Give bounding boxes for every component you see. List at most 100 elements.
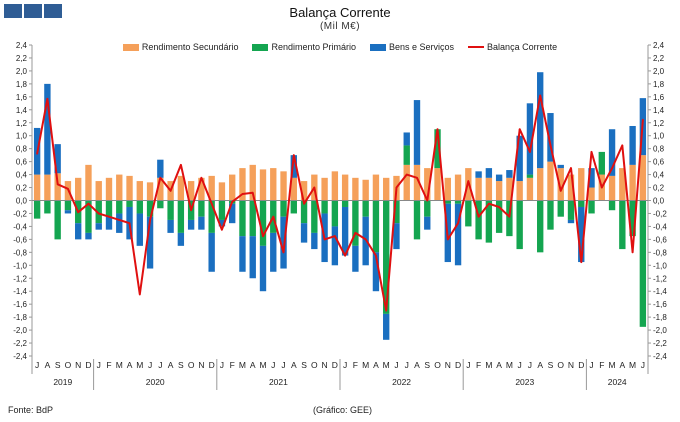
line-point [313,186,316,189]
bar-bens-e-servi-os [198,216,205,230]
x-month-label: J [394,360,398,370]
x-month-label: J [466,360,470,370]
line-point [149,219,151,221]
x-month-label: D [85,360,91,370]
bar-bens-e-servi-os [341,206,349,256]
bar-rendimento-secund-rio [413,164,421,201]
x-month-label: A [537,360,543,370]
bar-rendimento-prim-rio [352,200,359,246]
line-point [282,251,285,254]
x-month-label: S [548,360,554,370]
y-tick-label-left: 0,2 [16,184,28,193]
line-point [159,177,162,179]
bar-rendimento-secund-rio [44,174,51,201]
bar-rendimento-secund-rio [352,177,359,201]
bar-rendimento-secund-rio [208,175,215,201]
x-month-label: O [311,360,318,370]
bar-rendimento-secund-rio [249,164,256,201]
x-month-label: N [75,360,81,370]
bar-rendimento-prim-rio [537,200,544,253]
bar-bens-e-servi-os [495,174,503,182]
bar-bens-e-servi-os [239,236,246,272]
line-point [200,177,203,179]
bar-rendimento-prim-rio [146,200,154,217]
line-point [447,238,449,241]
bar-rendimento-prim-rio [198,200,205,217]
bar-rendimento-secund-rio [372,174,380,201]
bar-rendimento-secund-rio [619,168,626,201]
y-tick-label-left: 2,2 [16,54,28,63]
bar-rendimento-secund-rio [290,177,297,201]
bar-bens-e-servi-os [229,203,236,224]
bar-rendimento-prim-rio [239,200,246,237]
x-year-label: 2019 [53,377,72,387]
legend-swatch-secondary [122,43,139,51]
legend-item: Bens e Serviços [370,42,454,52]
line-point [631,251,634,254]
x-month-label: M [506,360,513,370]
bar-bens-e-servi-os [300,223,308,243]
bar-bens-e-servi-os [588,168,595,188]
y-tick-label-right: 2,0 [653,67,665,76]
bar-rendimento-secund-rio [105,177,113,201]
bar-rendimento-prim-rio [567,200,575,220]
bar-rendimento-prim-rio [403,145,410,165]
bar-rendimento-prim-rio [85,200,92,233]
y-tick-label-left: 0,4 [16,171,28,180]
bar-bens-e-servi-os [547,113,554,162]
bar-rendimento-secund-rio [341,174,349,201]
line-point [580,261,583,263]
bar-bens-e-servi-os [136,213,143,246]
bar-rendimento-prim-rio [33,200,41,219]
x-month-label: A [373,360,379,370]
line-point [210,202,213,205]
x-month-label: M [116,360,123,370]
y-tick-label-right: -1,4 [653,287,667,296]
x-month-label: M [629,360,636,370]
line-point [467,180,470,182]
x-month-label: J [405,360,409,370]
bar-bens-e-servi-os [259,245,267,292]
bar-rendimento-secund-rio [33,174,41,201]
bar-rendimento-prim-rio [362,200,369,217]
bar-bens-e-servi-os [177,232,185,246]
x-month-label: J [281,360,285,370]
bar-bens-e-servi-os [157,159,164,178]
y-tick-label-left: 1,0 [16,132,28,141]
bar-bens-e-servi-os [557,164,564,169]
bar-bens-e-servi-os [249,236,256,279]
y-tick-label-right: -2,4 [653,352,667,361]
bar-rendimento-secund-rio [567,174,575,201]
x-month-label: O [65,360,72,370]
bar-rendimento-secund-rio [95,181,102,201]
x-year-label: 2024 [608,377,627,387]
line-point [334,235,336,237]
legend-swatch-goods [370,43,387,51]
bar-rendimento-secund-rio [177,175,185,201]
bar-bens-e-servi-os [116,213,123,233]
bar-bens-e-servi-os [383,313,390,340]
bar-rendimento-secund-rio [403,164,410,201]
x-month-label: D [455,360,461,370]
bar-rendimento-secund-rio [300,181,308,201]
bar-bens-e-servi-os [413,100,421,165]
bar-rendimento-prim-rio [629,200,636,237]
y-tick-label-left: -2,4 [13,352,27,361]
y-tick-label-left: 1,6 [16,93,28,102]
chart-title: Balança Corrente [289,5,391,20]
bar-rendimento-secund-rio [506,177,513,201]
line-point [67,188,69,190]
line-point [508,215,511,218]
y-tick-label-right: 0,2 [653,184,665,193]
line-point [559,189,562,192]
x-month-label: F [230,360,235,370]
x-month-label: F [599,360,604,370]
y-tick-label-right: -2,0 [653,326,667,335]
x-month-label: M [259,360,266,370]
x-month-label: S [424,360,430,370]
x-month-label: S [55,360,61,370]
bar-bens-e-servi-os [218,219,226,227]
line-point [118,219,121,221]
bar-rendimento-prim-rio [311,200,318,233]
line-point [539,94,541,97]
